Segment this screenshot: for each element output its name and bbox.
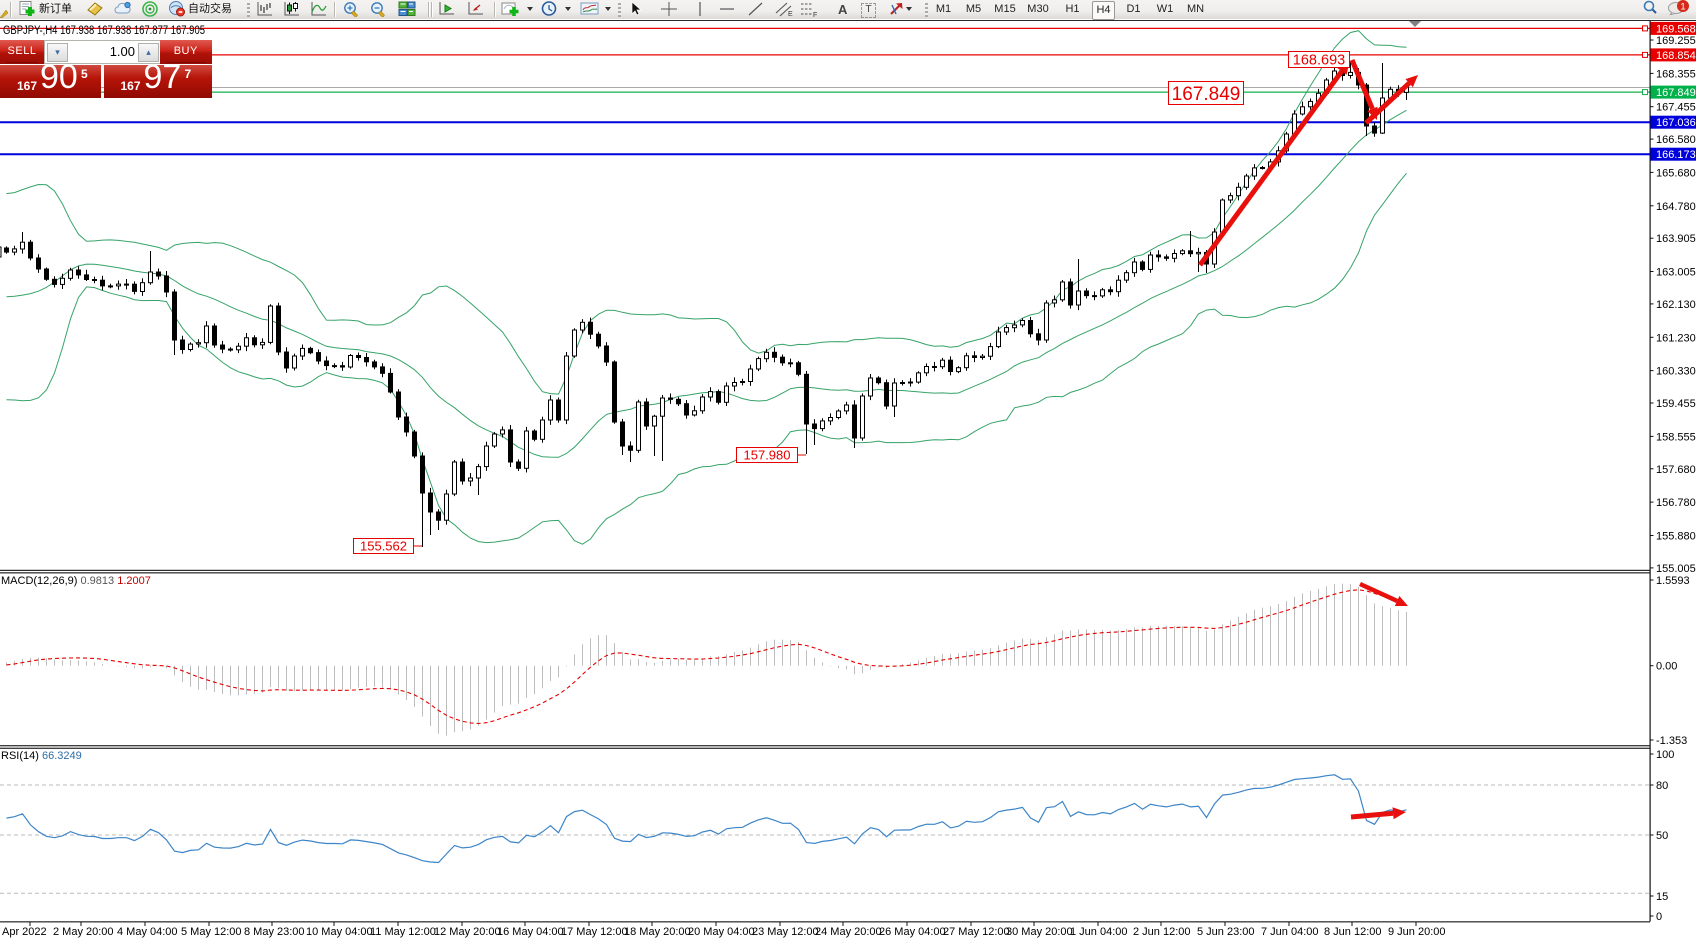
svg-text:165.680: 165.680 xyxy=(1656,167,1696,179)
svg-text:30 May 20:00: 30 May 20:00 xyxy=(1006,926,1073,938)
svg-text:163.905: 163.905 xyxy=(1656,233,1696,245)
svg-text:161.230: 161.230 xyxy=(1656,332,1696,344)
svg-text:155.562: 155.562 xyxy=(360,539,407,554)
svg-text:159.455: 159.455 xyxy=(1656,398,1696,410)
svg-text:Apr 2022: Apr 2022 xyxy=(2,926,47,938)
svg-text:7 Jun 04:00: 7 Jun 04:00 xyxy=(1261,926,1319,938)
svg-text:4 May 04:00: 4 May 04:00 xyxy=(117,926,178,938)
svg-text:5 Jun 23:00: 5 Jun 23:00 xyxy=(1197,926,1255,938)
svg-text:0: 0 xyxy=(1656,911,1662,923)
svg-text:158.555: 158.555 xyxy=(1656,431,1696,443)
svg-text:160.330: 160.330 xyxy=(1656,366,1696,378)
svg-text:166.173: 166.173 xyxy=(1656,149,1696,161)
svg-text:12 May 20:00: 12 May 20:00 xyxy=(434,926,501,938)
svg-text:F: F xyxy=(813,12,817,17)
svg-text:8 Jun 12:00: 8 Jun 12:00 xyxy=(1324,926,1382,938)
svg-text:157.680: 157.680 xyxy=(1656,464,1696,476)
svg-text:167.036: 167.036 xyxy=(1656,117,1696,129)
svg-text:80: 80 xyxy=(1656,780,1668,792)
svg-text:18 May 20:00: 18 May 20:00 xyxy=(624,926,691,938)
svg-text:168.355: 168.355 xyxy=(1656,68,1696,80)
svg-text:17 May 12:00: 17 May 12:00 xyxy=(561,926,628,938)
svg-text:168.854: 168.854 xyxy=(1656,50,1696,62)
svg-text:156.780: 156.780 xyxy=(1656,497,1696,509)
svg-text:100: 100 xyxy=(1656,749,1674,761)
svg-text:E: E xyxy=(788,11,793,17)
svg-text:9 Jun 20:00: 9 Jun 20:00 xyxy=(1388,926,1446,938)
svg-text:162.130: 162.130 xyxy=(1656,299,1696,311)
svg-text:15: 15 xyxy=(1656,891,1668,903)
svg-text:GBPJPY-,H4 167.938 167.938 16: GBPJPY-,H4 167.938 167.938 167.877 167.9… xyxy=(3,25,205,37)
svg-text:24 May 20:00: 24 May 20:00 xyxy=(815,926,882,938)
svg-text:169.568: 169.568 xyxy=(1656,23,1696,35)
svg-text:2 Jun 12:00: 2 Jun 12:00 xyxy=(1133,926,1191,938)
svg-text:0.00: 0.00 xyxy=(1656,661,1677,673)
svg-text:16 May 04:00: 16 May 04:00 xyxy=(497,926,564,938)
svg-text:1: 1 xyxy=(1680,2,1685,13)
svg-text:23 May 12:00: 23 May 12:00 xyxy=(752,926,819,938)
svg-text:50: 50 xyxy=(1656,830,1668,842)
svg-text:167.849: 167.849 xyxy=(1656,87,1696,99)
svg-text:-1.353: -1.353 xyxy=(1656,735,1687,747)
svg-text:8 May 23:00: 8 May 23:00 xyxy=(244,926,305,938)
svg-text:11 May 12:00: 11 May 12:00 xyxy=(370,926,436,938)
svg-text:168.693: 168.693 xyxy=(1293,53,1345,69)
svg-text:169.255: 169.255 xyxy=(1656,35,1696,47)
svg-text:163.005: 163.005 xyxy=(1656,267,1696,279)
svg-text:MACD(12,26,9) 0.9813 1.2007: MACD(12,26,9) 0.9813 1.2007 xyxy=(1,575,151,587)
svg-text:155.880: 155.880 xyxy=(1656,531,1696,543)
svg-text:20 May 04:00: 20 May 04:00 xyxy=(688,926,755,938)
svg-text:10 May 04:00: 10 May 04:00 xyxy=(306,926,373,938)
svg-text:155.005: 155.005 xyxy=(1656,563,1696,575)
svg-text:RSI(14) 66.3249: RSI(14) 66.3249 xyxy=(1,750,82,762)
svg-text:167.849: 167.849 xyxy=(1172,84,1241,105)
svg-text:166.580: 166.580 xyxy=(1656,134,1696,146)
svg-text:157.980: 157.980 xyxy=(744,448,791,463)
svg-text:167.455: 167.455 xyxy=(1656,102,1696,114)
svg-text:1.5593: 1.5593 xyxy=(1656,575,1690,587)
svg-text:1 Jun 04:00: 1 Jun 04:00 xyxy=(1070,926,1128,938)
svg-text:27 May 12:00: 27 May 12:00 xyxy=(943,926,1010,938)
svg-text:164.780: 164.780 xyxy=(1656,201,1696,213)
svg-text:2 May 20:00: 2 May 20:00 xyxy=(53,926,114,938)
svg-text:26 May 04:00: 26 May 04:00 xyxy=(879,926,946,938)
svg-text:5 May 12:00: 5 May 12:00 xyxy=(181,926,242,938)
